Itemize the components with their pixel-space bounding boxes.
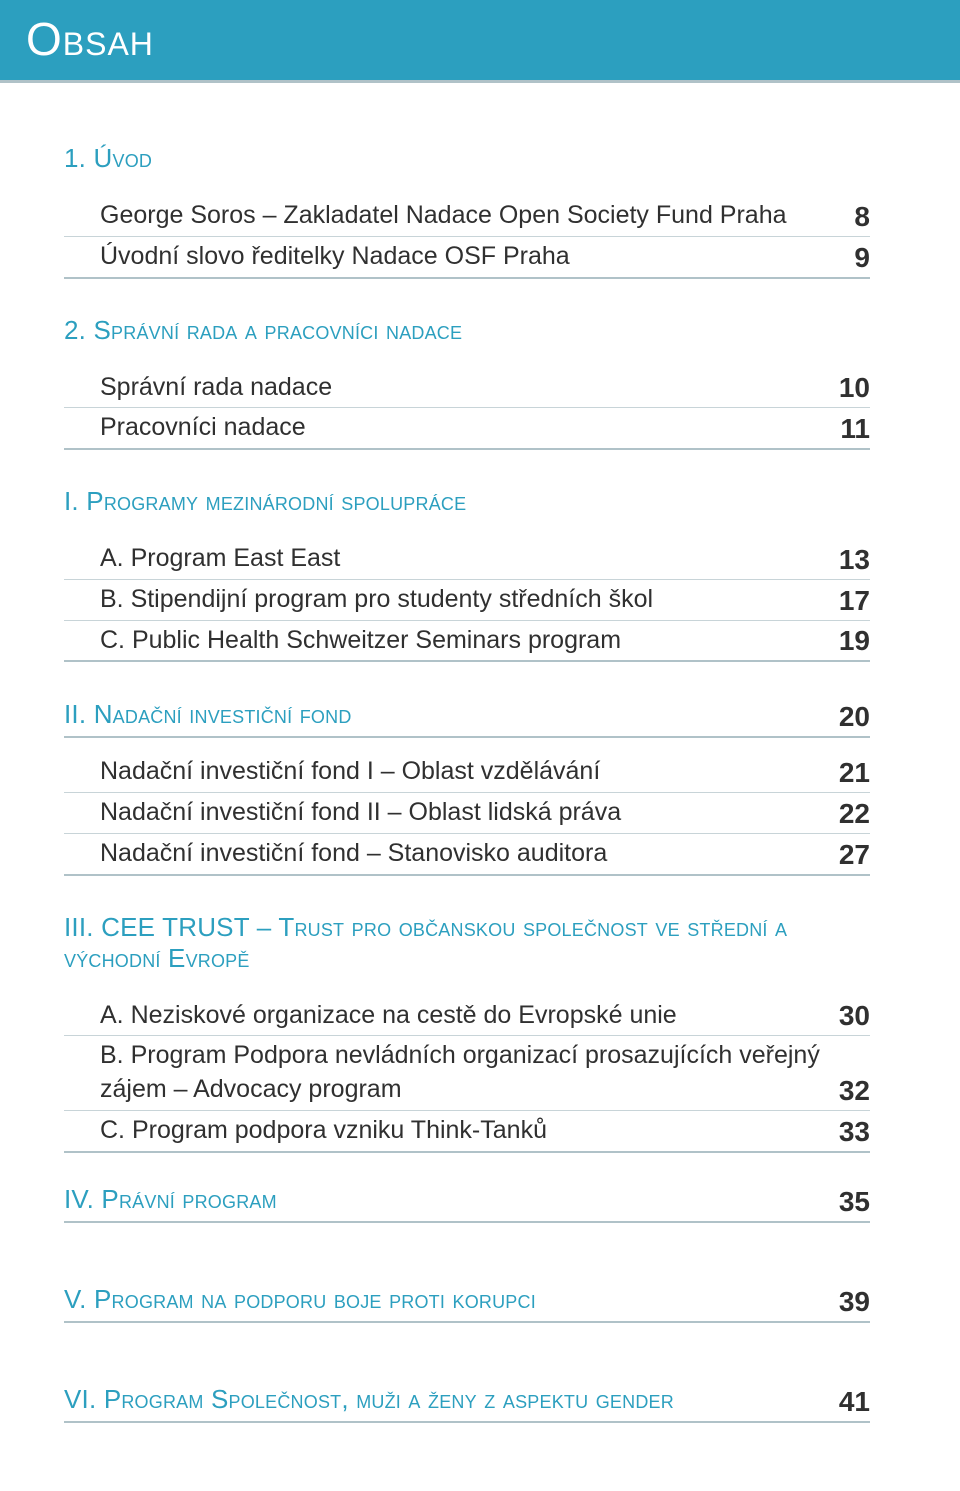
toc-row: Pracovníci nadace 11 bbox=[64, 408, 870, 450]
toc-page: 9 bbox=[854, 240, 870, 277]
section-heading: II. Nadační investiční fond bbox=[64, 699, 352, 730]
toc-row: George Soros – Zakladatel Nadace Open So… bbox=[64, 196, 870, 237]
toc-page: 41 bbox=[839, 1384, 870, 1421]
toc-row: Nadační investiční fond II – Oblast lids… bbox=[64, 793, 870, 834]
toc-row: A. Neziskové organizace na cestě do Evro… bbox=[64, 996, 870, 1037]
toc-label: C. Program podpora vzniku Think-Tanků bbox=[100, 1112, 547, 1151]
toc-page: 8 bbox=[854, 199, 870, 236]
toc-section-IV: IV. Právní program 35 bbox=[64, 1183, 870, 1223]
toc-label: Pracovníci nadace bbox=[100, 409, 306, 448]
toc-section-II: II. Nadační investiční fond 20 Nadační i… bbox=[64, 698, 870, 875]
toc-section-I: I. Programy mezinárodní spolupráce A. Pr… bbox=[64, 486, 870, 662]
toc-section-III: III. CEE TRUST – Trust pro občanskou spo… bbox=[64, 912, 870, 1153]
toc-page: 22 bbox=[839, 796, 870, 833]
toc-section-V: V. Program na podporu boje proti korupci… bbox=[64, 1283, 870, 1323]
toc-page: 11 bbox=[840, 411, 870, 448]
toc-page: 17 bbox=[839, 583, 870, 620]
toc-page: 27 bbox=[839, 837, 870, 874]
toc-section-1: 1. Úvod George Soros – Zakladatel Nadace… bbox=[64, 143, 870, 279]
page-root: Obsah 1. Úvod George Soros – Zakladatel … bbox=[0, 0, 960, 1491]
section-heading-row: IV. Právní program 35 bbox=[64, 1183, 870, 1223]
toc-page: 20 bbox=[839, 699, 870, 736]
toc-page: 32 bbox=[839, 1073, 870, 1110]
toc-page: 13 bbox=[839, 542, 870, 579]
toc-label: Nadační investiční fond – Stanovisko aud… bbox=[100, 835, 607, 874]
toc-label: Úvodní slovo ředitelky Nadace OSF Praha bbox=[100, 238, 570, 277]
toc-row: B. Stipendijní program pro studenty stře… bbox=[64, 580, 870, 621]
page-title: Obsah bbox=[26, 13, 154, 65]
toc-section-VI: VI. Program Společnost, muži a ženy z as… bbox=[64, 1383, 870, 1423]
toc-page: 10 bbox=[839, 370, 870, 407]
toc-page: 30 bbox=[839, 998, 870, 1035]
section-heading-row: II. Nadační investiční fond 20 bbox=[64, 698, 870, 738]
toc-row: B. Program Podpora nevládních organizací… bbox=[64, 1036, 870, 1111]
toc-section-2: 2. Správní rada a pracovníci nadace Sprá… bbox=[64, 315, 870, 451]
toc-label: Správní rada nadace bbox=[100, 369, 332, 408]
section-heading: I. Programy mezinárodní spolupráce bbox=[64, 486, 870, 517]
toc-row: A. Program East East 13 bbox=[64, 539, 870, 580]
toc-row: C. Public Health Schweitzer Seminars pro… bbox=[64, 621, 870, 663]
toc-row: C. Program podpora vzniku Think-Tanků 33 bbox=[64, 1111, 870, 1153]
toc-row: Nadační investiční fond I – Oblast vzděl… bbox=[64, 752, 870, 793]
toc-label: A. Program East East bbox=[100, 540, 340, 579]
section-heading: III. CEE TRUST – Trust pro občanskou spo… bbox=[64, 912, 870, 974]
toc-page: 21 bbox=[839, 755, 870, 792]
toc-content: 1. Úvod George Soros – Zakladatel Nadace… bbox=[0, 143, 960, 1423]
toc-row: Správní rada nadace 10 bbox=[64, 368, 870, 409]
toc-row: Úvodní slovo ředitelky Nadace OSF Praha … bbox=[64, 237, 870, 279]
toc-page: 35 bbox=[839, 1184, 870, 1221]
toc-page: 33 bbox=[839, 1114, 870, 1151]
section-heading-row: VI. Program Společnost, muži a ženy z as… bbox=[64, 1383, 870, 1423]
toc-label: George Soros – Zakladatel Nadace Open So… bbox=[100, 197, 787, 236]
section-heading: 2. Správní rada a pracovníci nadace bbox=[64, 315, 870, 346]
toc-label: Nadační investiční fond II – Oblast lids… bbox=[100, 794, 621, 833]
toc-label: A. Neziskové organizace na cestě do Evro… bbox=[100, 997, 677, 1036]
toc-label: B. Program Podpora nevládních organizací… bbox=[100, 1037, 839, 1110]
section-heading: 1. Úvod bbox=[64, 143, 870, 174]
toc-row: Nadační investiční fond – Stanovisko aud… bbox=[64, 834, 870, 876]
toc-label: Nadační investiční fond I – Oblast vzděl… bbox=[100, 753, 600, 792]
section-heading-row: V. Program na podporu boje proti korupci… bbox=[64, 1283, 870, 1323]
section-heading: VI. Program Společnost, muži a ženy z as… bbox=[64, 1384, 674, 1415]
toc-label: B. Stipendijní program pro studenty stře… bbox=[100, 581, 653, 620]
section-heading: IV. Právní program bbox=[64, 1184, 277, 1215]
section-heading: V. Program na podporu boje proti korupci bbox=[64, 1284, 536, 1315]
toc-label: C. Public Health Schweitzer Seminars pro… bbox=[100, 622, 621, 661]
header-band: Obsah bbox=[0, 0, 960, 83]
toc-page: 39 bbox=[839, 1284, 870, 1321]
toc-page: 19 bbox=[839, 623, 870, 660]
